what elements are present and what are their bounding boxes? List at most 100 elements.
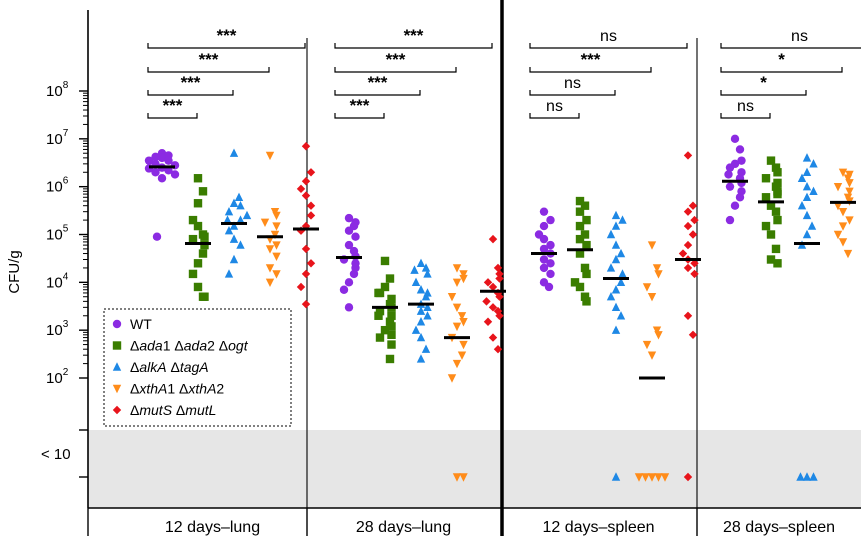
data-point	[809, 186, 818, 196]
data-point	[193, 259, 203, 268]
significance-bracket	[334, 43, 493, 49]
data-point	[488, 282, 498, 292]
data-point	[193, 221, 203, 231]
data-point	[387, 322, 396, 331]
data-point	[690, 259, 699, 268]
data-point	[688, 201, 698, 210]
significance-label: ns	[600, 28, 617, 45]
data-point	[229, 148, 239, 157]
data-point	[236, 215, 245, 224]
data-point	[234, 192, 244, 201]
data-point	[802, 472, 812, 481]
data-point	[616, 277, 626, 287]
significance-label: ns	[791, 28, 808, 45]
data-point	[306, 201, 316, 210]
data-point	[575, 234, 585, 244]
data-point	[773, 189, 782, 199]
data-point	[421, 344, 431, 353]
data-point	[260, 218, 270, 227]
data-point	[193, 174, 203, 183]
significance-label: ***	[199, 50, 219, 69]
data-point	[164, 156, 173, 165]
data-point	[301, 191, 311, 200]
data-point	[495, 274, 504, 283]
data-point	[647, 473, 657, 482]
data-point	[539, 234, 549, 244]
significance-label: ***	[217, 26, 237, 45]
data-point	[845, 216, 854, 225]
data-point	[410, 265, 419, 274]
data-point	[188, 269, 198, 279]
legend-entry: Δada1 Δada2 Δogt	[130, 338, 249, 354]
data-point	[152, 232, 162, 241]
data-point	[688, 230, 698, 239]
data-point	[654, 270, 663, 279]
data-point	[242, 210, 252, 220]
data-point	[761, 221, 771, 231]
data-point	[766, 255, 776, 264]
data-point	[423, 302, 432, 312]
data-point	[618, 215, 627, 224]
y-tick-label: 103	[46, 319, 69, 339]
data-point	[802, 229, 812, 239]
data-point	[157, 153, 167, 163]
below-detection-band	[88, 430, 861, 508]
data-point	[170, 170, 180, 179]
significance-label: *	[760, 73, 767, 92]
data-point	[683, 221, 693, 231]
data-point	[647, 351, 657, 360]
data-point	[807, 221, 817, 230]
y-tick-label: 108	[46, 80, 69, 100]
legend-marker	[112, 384, 122, 394]
significance-bracket	[720, 90, 807, 96]
data-point	[351, 232, 360, 241]
data-point	[272, 252, 281, 262]
data-point	[833, 182, 843, 192]
data-point	[416, 258, 426, 267]
data-point	[200, 232, 209, 241]
data-point	[423, 288, 432, 297]
data-point	[611, 325, 621, 334]
data-point	[766, 156, 776, 165]
data-point	[802, 181, 812, 191]
data-point	[683, 151, 693, 160]
data-point	[495, 292, 504, 301]
data-point	[766, 230, 776, 239]
data-point	[198, 249, 208, 258]
data-point	[833, 230, 843, 240]
data-point	[144, 156, 154, 165]
data-point	[582, 240, 591, 250]
data-point	[344, 278, 354, 287]
data-point	[580, 230, 590, 239]
data-point	[482, 297, 491, 306]
data-point	[771, 163, 781, 172]
significance-bracket	[529, 90, 616, 96]
data-point	[797, 173, 807, 182]
data-point	[272, 222, 281, 231]
legend-entry: WT	[130, 316, 152, 332]
data-point	[301, 221, 311, 231]
data-point	[802, 210, 812, 220]
significance-label: ***	[350, 96, 370, 115]
data-point	[539, 221, 549, 231]
data-point	[575, 221, 585, 231]
data-point	[544, 282, 554, 292]
data-point	[678, 249, 688, 258]
data-point	[546, 269, 555, 279]
data-point	[229, 234, 239, 243]
data-point	[690, 269, 699, 279]
data-point	[797, 201, 807, 210]
data-point	[766, 201, 776, 210]
significance-bracket	[334, 67, 457, 73]
y-axis-title: CFU/g	[6, 250, 23, 293]
data-point	[157, 174, 167, 183]
data-point	[647, 241, 657, 250]
data-point	[582, 269, 591, 279]
data-point	[580, 201, 590, 210]
data-point	[224, 206, 234, 216]
legend-marker	[112, 319, 122, 329]
data-point	[735, 145, 745, 154]
data-point	[229, 221, 239, 230]
data-point	[580, 292, 590, 301]
data-point	[606, 263, 616, 272]
